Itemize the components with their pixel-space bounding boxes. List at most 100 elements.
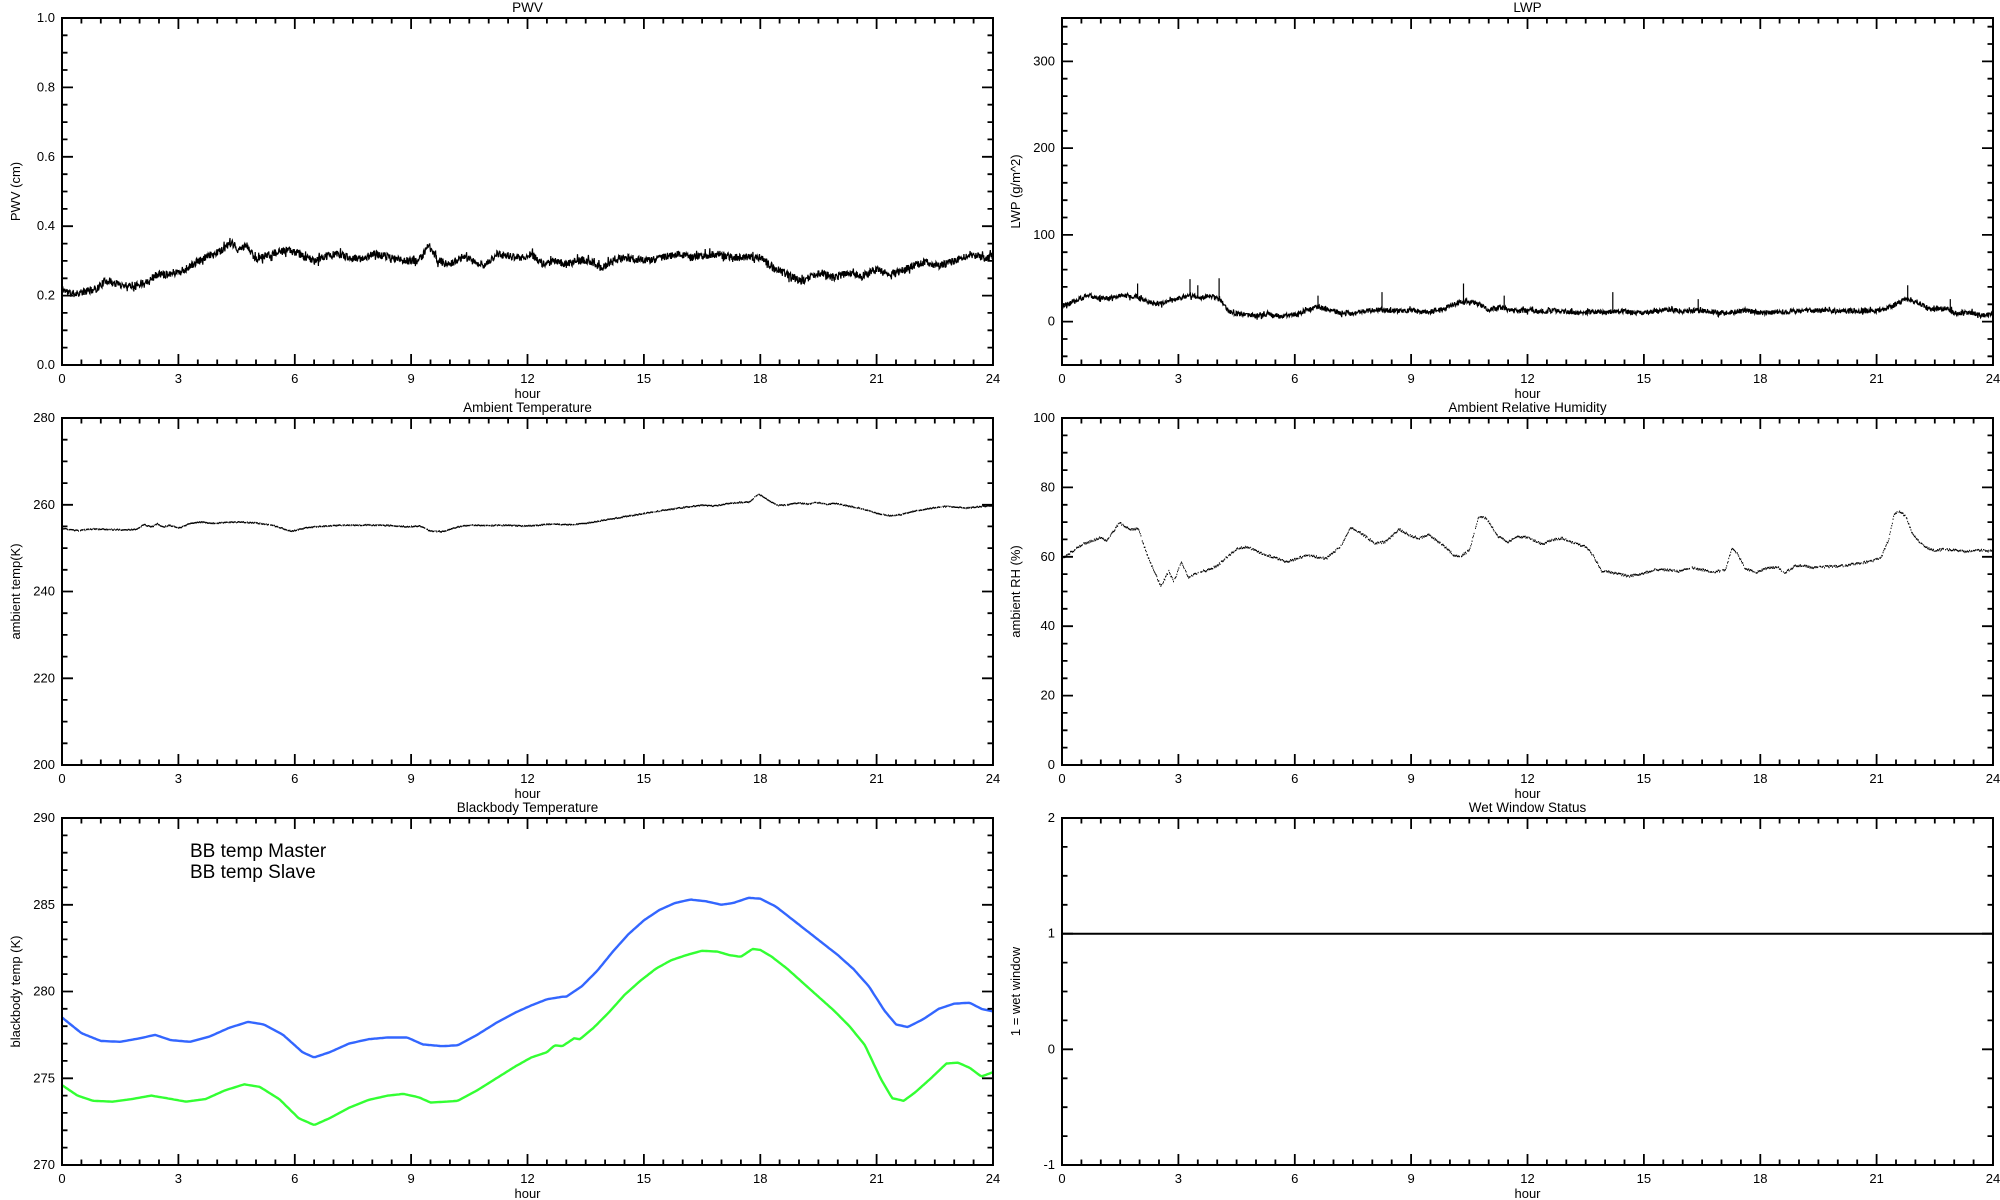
x-tick-label: 15 — [1637, 771, 1651, 786]
y-tick-label: 285 — [33, 897, 55, 912]
y-tick-label: 100 — [1033, 410, 1055, 425]
x-tick-label: 18 — [1753, 771, 1767, 786]
chart-title: Ambient Relative Humidity — [1448, 400, 1607, 415]
x-tick-label: 3 — [175, 771, 182, 786]
x-tick-label: 12 — [1520, 1171, 1534, 1186]
x-tick-label: 21 — [869, 771, 883, 786]
y-tick-label: 290 — [33, 810, 55, 825]
x-tick-label: 3 — [1175, 371, 1182, 386]
y-axis-label: LWP (g/m^2) — [1008, 154, 1023, 228]
panel-ambient-temperature: 0 3 6 9 12 15 18 21 24 200 220 240 260 280 Ambient Tem… — [0, 400, 1000, 800]
axis-ticks — [61, 417, 994, 766]
x-tick-label: 12 — [1520, 371, 1534, 386]
panel-lwp: 0 3 6 9 12 15 18 21 24 0 100 200 300 LWP hour LWP (g/m^… — [1000, 0, 2000, 400]
x-tick-label: 18 — [1753, 371, 1767, 386]
x-tick-label: 12 — [1520, 771, 1534, 786]
y-tick-label: 20 — [1041, 688, 1055, 703]
x-axis-label: hour — [1514, 1186, 1541, 1200]
series-BB temp Master — [62, 896, 993, 1059]
x-tick-label: 24 — [986, 1171, 1000, 1186]
x-tick-label: 24 — [1986, 1171, 2000, 1186]
series-lwp — [1062, 291, 1993, 320]
x-axis-label: hour — [514, 386, 541, 400]
x-tick-label: 21 — [1869, 1171, 1883, 1186]
x-tick-label: 15 — [637, 771, 651, 786]
y-tick-label: 0.4 — [37, 218, 55, 233]
x-tick-label: 21 — [1869, 371, 1883, 386]
y-tick-label: 40 — [1041, 618, 1055, 633]
y-axis-label: ambient temp(K) — [8, 543, 23, 639]
axis-ticks — [61, 17, 994, 366]
blackbody-temperature-chart: 0 3 6 9 12 15 18 21 24 270 275 280 285 290 Blackbody T… — [8, 800, 1000, 1200]
panel-blackbody-temperature: 0 3 6 9 12 15 18 21 24 270 275 280 285 290 Blackbody T… — [0, 800, 1000, 1200]
x-tick-label: 9 — [1408, 1171, 1415, 1186]
x-tick-label: 18 — [753, 371, 767, 386]
x-tick-label: 6 — [1291, 1171, 1298, 1186]
x-tick-label: 6 — [291, 1171, 298, 1186]
x-tick-label: 21 — [869, 1171, 883, 1186]
y-tick-label: 240 — [33, 584, 55, 599]
x-tick-label: 18 — [753, 771, 767, 786]
x-tick-label: 15 — [1637, 371, 1651, 386]
y-tick-label: 1 — [1048, 926, 1055, 941]
legend-entry: BB temp Master — [190, 841, 327, 862]
x-tick-label: 0 — [1058, 771, 1065, 786]
y-tick-label: 200 — [33, 757, 55, 772]
x-tick-label: 12 — [520, 771, 534, 786]
x-tick-label: 24 — [986, 371, 1000, 386]
series-group — [62, 896, 993, 1126]
ambient-relative-humidity-chart: 0 3 6 9 12 15 18 21 24 0 20 40 60 80 100 Ambient Relati… — [1008, 400, 2000, 800]
x-tick-label: 15 — [637, 371, 651, 386]
series-group — [62, 237, 993, 298]
x-tick-label: 24 — [1986, 371, 2000, 386]
y-axis-label: ambient RH (%) — [1008, 545, 1023, 637]
x-tick-label: 3 — [1175, 771, 1182, 786]
series-group — [1062, 510, 1993, 587]
x-tick-label: 24 — [986, 771, 1000, 786]
ambient-temperature-chart: 0 3 6 9 12 15 18 21 24 200 220 240 260 280 Ambient Tem… — [8, 400, 1000, 800]
x-axis-label: hour — [1514, 386, 1541, 400]
x-tick-label: 9 — [1408, 371, 1415, 386]
y-tick-label: 60 — [1041, 549, 1055, 564]
y-tick-label: 275 — [33, 1070, 55, 1085]
y-tick-label: 0.0 — [37, 357, 55, 372]
y-tick-label: 0 — [1048, 1041, 1055, 1056]
pwv-chart: 0 3 6 9 12 15 18 21 24 0.0 0.2 0.4 0.6 0.8 1.0 PWV hour P… — [8, 0, 1000, 400]
x-tick-label: 21 — [1869, 771, 1883, 786]
axis-frame — [1061, 417, 1994, 766]
x-tick-label: 18 — [753, 1171, 767, 1186]
x-tick-label: 0 — [1058, 1171, 1065, 1186]
series-pwv — [62, 237, 993, 298]
x-tick-label: 9 — [408, 771, 415, 786]
y-tick-label: 260 — [33, 497, 55, 512]
x-axis-label: hour — [514, 1186, 541, 1200]
series-BB temp Slave — [62, 947, 993, 1126]
x-tick-label: 0 — [58, 371, 65, 386]
series-ambient-rh — [1062, 510, 1993, 587]
panel-ambient-relative-humidity: 0 3 6 9 12 15 18 21 24 0 20 40 60 80 100 Ambient Relati… — [1000, 400, 2000, 800]
y-tick-label: 0 — [1048, 757, 1055, 772]
y-tick-label: 80 — [1041, 479, 1055, 494]
panel-pwv: 0 3 6 9 12 15 18 21 24 0.0 0.2 0.4 0.6 0.8 1.0 PWV hour P… — [0, 0, 1000, 400]
x-tick-label: 12 — [520, 371, 534, 386]
y-axis-label: blackbody temp (K) — [8, 936, 23, 1048]
x-tick-label: 6 — [1291, 371, 1298, 386]
chart-title: Wet Window Status — [1469, 800, 1587, 815]
x-tick-label: 24 — [1986, 771, 2000, 786]
panel-wet-window-status: 0 3 6 9 12 15 18 21 24 -1 0 1 2 Wet Window Status hour… — [1000, 800, 2000, 1200]
y-tick-label: 300 — [1033, 53, 1055, 68]
legend-entry: BB temp Slave — [190, 862, 316, 883]
axis-frame — [1061, 817, 1994, 1166]
x-axis-label: hour — [514, 786, 541, 800]
axis-ticks — [1061, 417, 1994, 766]
y-tick-label: 270 — [33, 1157, 55, 1172]
x-tick-label: 6 — [291, 371, 298, 386]
y-tick-label: 1.0 — [37, 10, 55, 25]
y-tick-label: -1 — [1043, 1157, 1055, 1172]
x-tick-label: 9 — [408, 371, 415, 386]
series-spikes — [1137, 278, 1951, 312]
x-tick-label: 0 — [58, 1171, 65, 1186]
y-tick-label: 0.2 — [37, 288, 55, 303]
